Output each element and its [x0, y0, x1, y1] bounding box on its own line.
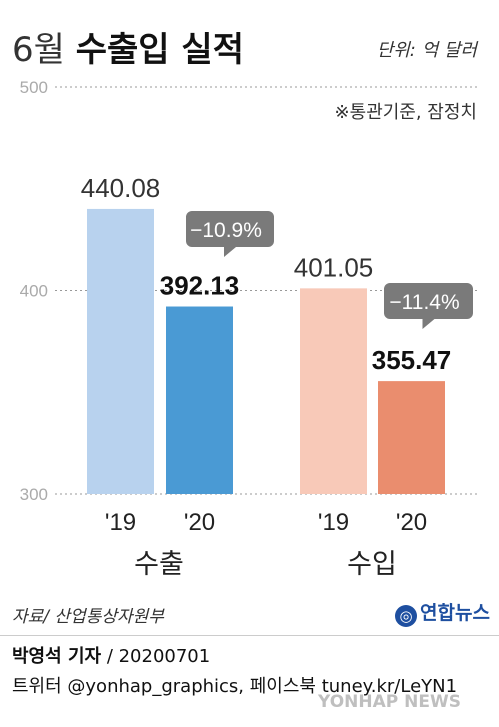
- y-tick-label: 300: [20, 485, 48, 504]
- bar: [166, 306, 233, 494]
- change-callout: [382, 283, 473, 329]
- data-label: 440.08: [81, 173, 161, 203]
- yonhap-logo-icon: ◎: [395, 605, 417, 627]
- x-tick-label: '19: [318, 509, 349, 536]
- source-label: 자료/ 산업통상자원부: [12, 607, 164, 627]
- watermark: YONHAP NEWS: [318, 692, 461, 712]
- title-month: 6월: [12, 30, 65, 70]
- bar-chart: 500 400 300 440.08 '19 392.13 '20 401.05 '19 355.…: [20, 78, 478, 579]
- data-label: 392.13: [160, 271, 240, 301]
- y-tick-label: 500: [20, 78, 48, 97]
- title-main: 수출입 실적: [75, 30, 244, 70]
- bar: [87, 208, 154, 494]
- brand: ◎ 연합뉴스: [395, 598, 490, 627]
- footer-divider: [0, 635, 499, 636]
- change-label: −10.9%: [190, 219, 262, 242]
- page-title: 6월 수출입 실적: [12, 22, 244, 71]
- y-tick-label: 400: [20, 282, 48, 301]
- reporter-name: 박영석 기자: [12, 646, 102, 667]
- note-label: ※통관기준, 잠정치: [334, 102, 477, 123]
- unit-label: 단위: 억 달러: [376, 40, 477, 61]
- data-label: 401.05: [294, 252, 374, 282]
- reporter-date: / 20200701: [106, 646, 211, 667]
- social-line: 트위터 @yonhap_graphics, 페이스북 tuney.kr/LeYN…: [12, 676, 458, 697]
- bar: [300, 288, 367, 494]
- reporter-line: 박영석 기자 / 20200701: [12, 642, 210, 668]
- x-tick-label: '20: [396, 509, 427, 536]
- data-label: 355.47: [372, 345, 452, 375]
- change-callout: [184, 211, 274, 257]
- change-label: −11.4%: [389, 291, 459, 314]
- x-tick-label: '19: [105, 509, 136, 536]
- group-label: 수출: [134, 549, 184, 579]
- brand-name: 연합뉴스: [420, 602, 490, 624]
- x-tick-label: '20: [184, 509, 215, 536]
- bar: [378, 381, 445, 494]
- group-label: 수입: [347, 549, 397, 579]
